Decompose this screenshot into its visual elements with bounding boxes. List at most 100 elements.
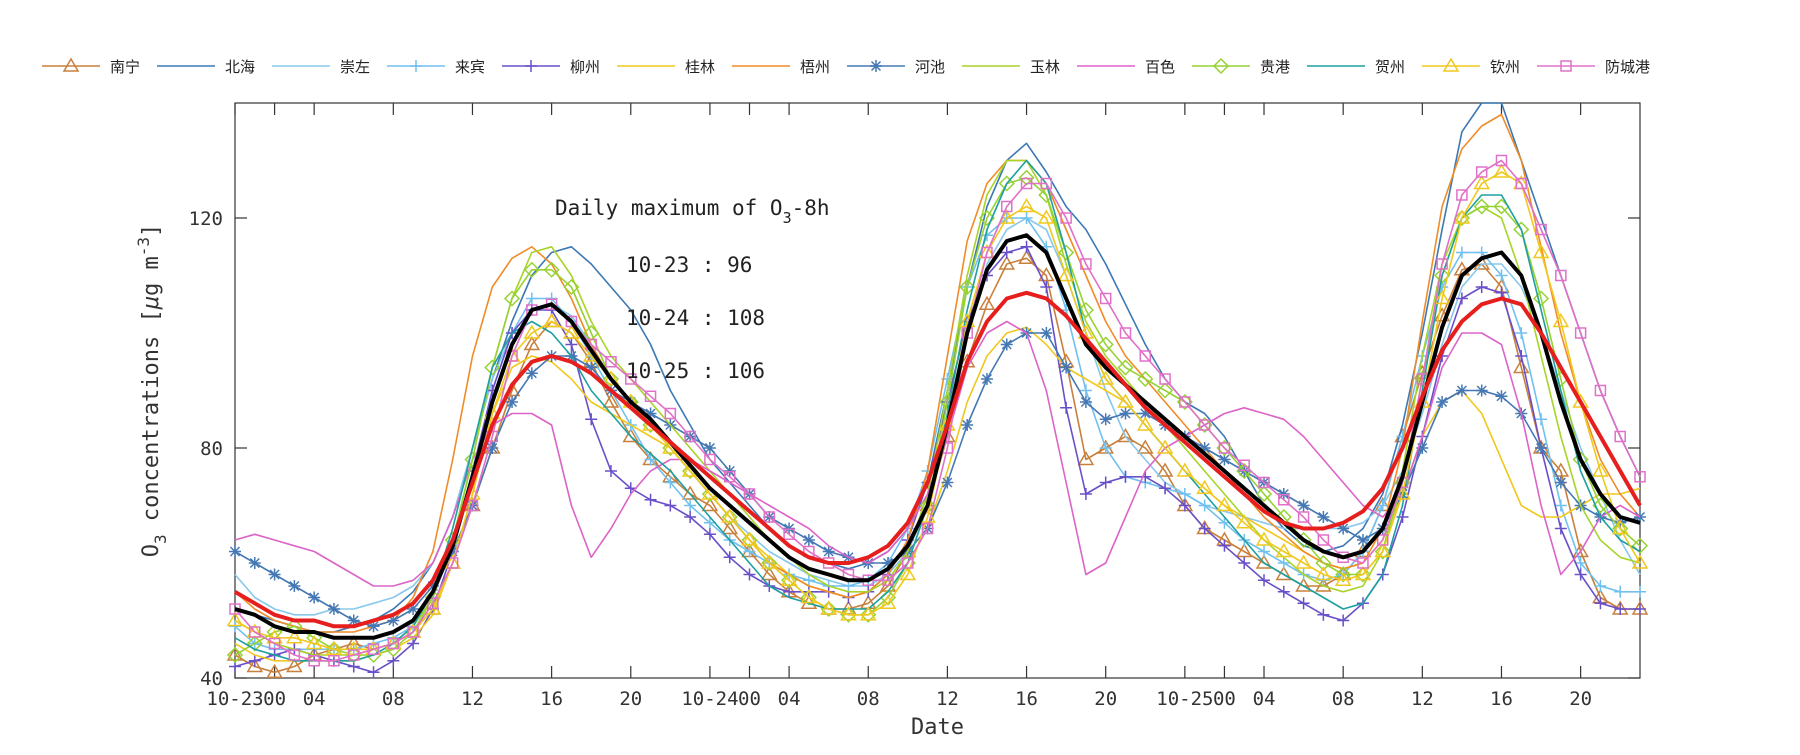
legend-label: 百色 [1145,58,1175,76]
legend-label: 梧州 [800,58,830,76]
x-tick-label: 10-25 [1156,688,1213,710]
data-point [249,626,261,638]
data-point [1156,439,1174,454]
data-point [981,246,993,259]
data-point [1179,396,1191,408]
x-tick-label: 00 [738,688,761,710]
data-point [1077,301,1094,319]
data-point [1258,545,1271,558]
x-tick-label: 12 [1411,688,1434,710]
data-point [1631,537,1649,554]
data-point [367,643,380,655]
data-point [525,367,538,380]
legend-item: 防城港 [1537,58,1650,76]
data-point [1060,401,1073,414]
data-point [565,315,578,328]
data-point [1315,554,1332,572]
data-point [723,551,736,564]
data-point [503,290,521,307]
data-point [1275,566,1293,581]
data-point [523,336,541,351]
data-point [407,603,420,615]
legend-item: 钦州 [1422,57,1520,76]
data-point [1592,462,1609,477]
legend-label: 来宾 [455,58,485,76]
data-point [622,428,640,443]
y-tick-label: 80 [200,438,223,460]
legend-marker [410,60,422,72]
data-point [1335,566,1352,583]
data-point [1277,585,1290,598]
data-point [1297,511,1310,523]
data-point [563,278,580,296]
data-point [998,209,1016,224]
series-lines [226,102,1649,679]
data-point [288,649,301,661]
x-axis-title: Date [911,715,964,740]
x-tick-label: 00 [263,688,286,710]
legend: 南宁 北海 崇左 来宾 柳州 桂林 梧州 河池 玉林 百色 贵港 贺州 钦州 防城港 [42,57,1650,76]
data-point [1334,571,1352,586]
legend-marker [1560,60,1572,72]
data-point [602,370,620,385]
data-point [1079,384,1092,397]
data-point [1278,494,1290,506]
data-point [1436,396,1449,408]
data-point [1119,407,1132,420]
data-point [1574,327,1587,339]
data-point [226,612,244,627]
data-point [1139,350,1152,362]
x-tick-label: 16 [540,688,563,710]
data-point [466,499,479,512]
data-point [229,545,241,558]
data-point [1198,522,1211,535]
data-point [308,655,320,667]
data-point [1495,154,1508,167]
data-point [1374,543,1392,558]
data-point [1594,580,1607,592]
data-point [644,493,657,506]
data-point [1315,577,1332,592]
data-point [1255,485,1273,503]
data-point [721,508,738,526]
x-tick-label: 20 [1569,688,1592,710]
data-point [1018,198,1035,213]
data-point [721,520,739,535]
data-point [998,255,1016,270]
data-point [1040,177,1053,190]
data-point [1099,476,1112,489]
data-point [1634,585,1646,598]
x-tick-label: 08 [857,688,880,710]
legend-item: 北海 [157,58,255,76]
data-point [1495,269,1508,282]
data-point [266,663,283,678]
data-point [268,568,281,581]
data-point [780,571,798,586]
data-point [1157,382,1174,399]
data-point [1535,413,1548,426]
data-point [1117,359,1134,376]
legend-marker [62,57,80,72]
data-point [585,413,598,426]
legend-label: 钦州 [1490,58,1520,76]
data-point [664,476,677,489]
x-tick-label: 16 [1015,688,1038,710]
data-point [822,545,835,558]
data-point [1453,209,1470,227]
data-point [246,658,264,673]
data-point [902,557,914,569]
data-point [1493,163,1510,178]
data-point [1572,393,1589,408]
data-point [1255,531,1273,546]
legend-label: 桂林 [685,58,715,76]
data-point [703,528,716,541]
data-point [1554,476,1567,489]
legend-marker [525,60,537,72]
data-point [446,557,459,569]
data-point [978,209,996,227]
data-point [1235,543,1253,558]
data-point [387,614,400,627]
data-point [1117,428,1134,443]
data-point [1079,396,1092,408]
